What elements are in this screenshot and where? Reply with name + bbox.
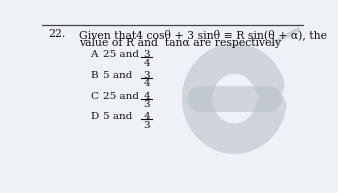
Text: C: C bbox=[90, 92, 98, 101]
Text: 4: 4 bbox=[144, 79, 150, 88]
Text: 5 and: 5 and bbox=[103, 71, 132, 80]
Text: 3: 3 bbox=[144, 71, 150, 80]
Text: B: B bbox=[90, 71, 98, 80]
Text: 25 and: 25 and bbox=[103, 50, 139, 59]
Text: 3: 3 bbox=[144, 121, 150, 130]
Text: 22.: 22. bbox=[48, 29, 66, 39]
Text: A: A bbox=[90, 50, 98, 59]
Text: 25 and: 25 and bbox=[103, 92, 139, 101]
Text: value of R and  tanα are respectively: value of R and tanα are respectively bbox=[79, 38, 282, 48]
Text: 3: 3 bbox=[144, 100, 150, 109]
Text: Given that4 cosθ + 3 sinθ ≡ R sin(θ + α), the: Given that4 cosθ + 3 sinθ ≡ R sin(θ + α)… bbox=[79, 29, 328, 40]
Text: 4: 4 bbox=[144, 59, 150, 68]
Text: D: D bbox=[90, 113, 99, 121]
Text: 4: 4 bbox=[144, 92, 150, 101]
Text: 3: 3 bbox=[144, 50, 150, 59]
Text: 5 and: 5 and bbox=[103, 113, 132, 121]
Text: 4: 4 bbox=[144, 113, 150, 121]
